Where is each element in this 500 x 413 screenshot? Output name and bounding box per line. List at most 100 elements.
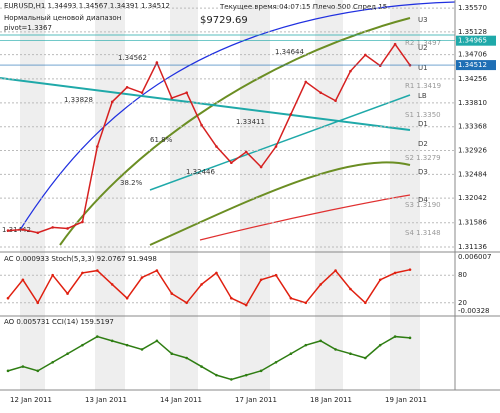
range-label: 0.006007 — [458, 253, 491, 261]
subtitle: Нормальный ценовой диапазон — [4, 14, 121, 22]
annotation: 1.34562 — [118, 54, 147, 62]
series-line — [7, 42, 411, 234]
point — [274, 145, 278, 148]
level-label: D2 — [418, 140, 428, 148]
point — [96, 335, 99, 338]
y-tick-label: 1.31136 — [458, 243, 487, 251]
point — [155, 61, 159, 64]
balance: $9729.69 — [200, 15, 248, 26]
point — [110, 283, 114, 286]
point — [140, 276, 144, 279]
point — [215, 145, 218, 148]
point — [364, 53, 367, 57]
point — [96, 269, 99, 272]
point — [125, 296, 129, 300]
point — [96, 145, 99, 148]
point — [349, 287, 352, 291]
point — [349, 352, 352, 356]
point — [319, 283, 322, 286]
marker-label: 1.34965 — [458, 37, 487, 45]
point — [36, 369, 40, 373]
pivot-level: S2 1.3279 — [405, 154, 441, 162]
point — [155, 269, 159, 272]
point — [334, 348, 337, 351]
point — [51, 360, 54, 364]
annotation: 38.2% — [120, 179, 143, 187]
y-tick-label: 1.35128 — [458, 28, 487, 36]
point — [259, 369, 263, 373]
point — [185, 301, 188, 305]
y-tick-label: 1.31586 — [458, 219, 487, 227]
point — [110, 100, 114, 104]
marker-box — [456, 35, 496, 46]
point — [244, 303, 248, 307]
panel-title: AO 0.005731 CCI(14) 159.5197 — [4, 318, 114, 326]
y-tick-label: 1.35570 — [458, 4, 487, 12]
x-tick-label: 18 Jan 2011 — [310, 396, 352, 404]
point — [66, 292, 69, 295]
point — [393, 271, 397, 275]
y-tick-label: 80 — [458, 271, 467, 279]
y-tick-label: 1.32042 — [458, 194, 487, 202]
level-label: U1 — [418, 64, 428, 72]
marker-label: 1.34512 — [458, 61, 487, 69]
point — [81, 271, 84, 275]
point — [334, 269, 337, 272]
point — [200, 283, 203, 286]
annotation: 1.33828 — [64, 96, 93, 104]
point — [6, 296, 10, 300]
y-tick-label: 1.34706 — [458, 51, 487, 59]
pivot-level: R1 1.3419 — [405, 82, 441, 90]
annotation: 61.8% — [150, 136, 173, 144]
point — [289, 296, 293, 300]
point — [185, 91, 188, 94]
annotation: 1.32446 — [186, 168, 215, 176]
point — [230, 378, 233, 381]
point — [274, 273, 278, 277]
range-label: -0.00328 — [458, 307, 489, 315]
point — [170, 292, 174, 295]
y-tick-label: 1.34256 — [458, 75, 487, 83]
series-line — [7, 335, 411, 381]
point — [125, 85, 129, 89]
point — [110, 339, 114, 343]
point — [319, 339, 322, 343]
level-label: D4 — [418, 196, 428, 204]
series-line — [7, 268, 411, 307]
point — [408, 268, 412, 271]
point — [51, 226, 54, 229]
point — [185, 356, 188, 360]
point — [170, 352, 174, 356]
x-tick-label: 13 Jan 2011 — [85, 396, 127, 404]
chart-title: EURUSD,H1 1.34493 1.34567 1.34391 1.3451… — [4, 2, 170, 10]
level-label: LB — [418, 92, 427, 100]
point — [6, 369, 10, 373]
point — [334, 99, 337, 103]
point — [289, 352, 293, 356]
point — [364, 356, 367, 360]
panel-title: AC 0.000933 Stoch(5,3,3) 92.0767 91.9498 — [4, 255, 157, 263]
point — [215, 271, 218, 275]
point — [304, 80, 308, 84]
point — [230, 161, 233, 165]
point — [230, 296, 233, 300]
annotation: 1.33411 — [236, 118, 265, 126]
point — [319, 91, 322, 94]
point — [36, 231, 40, 235]
point — [349, 69, 352, 73]
level-label: D3 — [418, 168, 428, 176]
point — [66, 352, 69, 356]
point — [140, 348, 144, 351]
point — [244, 150, 248, 154]
point — [140, 91, 144, 94]
x-tick-label: 12 Jan 2011 — [10, 396, 52, 404]
point — [274, 360, 278, 364]
point — [51, 273, 54, 277]
y-tick-label: 1.33810 — [458, 99, 487, 107]
pivot-level: R2 1.3497 — [405, 39, 441, 47]
point — [289, 112, 293, 116]
y-tick-label: 1.32484 — [458, 170, 487, 178]
y-tick-label: 20 — [458, 299, 467, 307]
point — [364, 301, 367, 305]
point — [408, 336, 412, 340]
